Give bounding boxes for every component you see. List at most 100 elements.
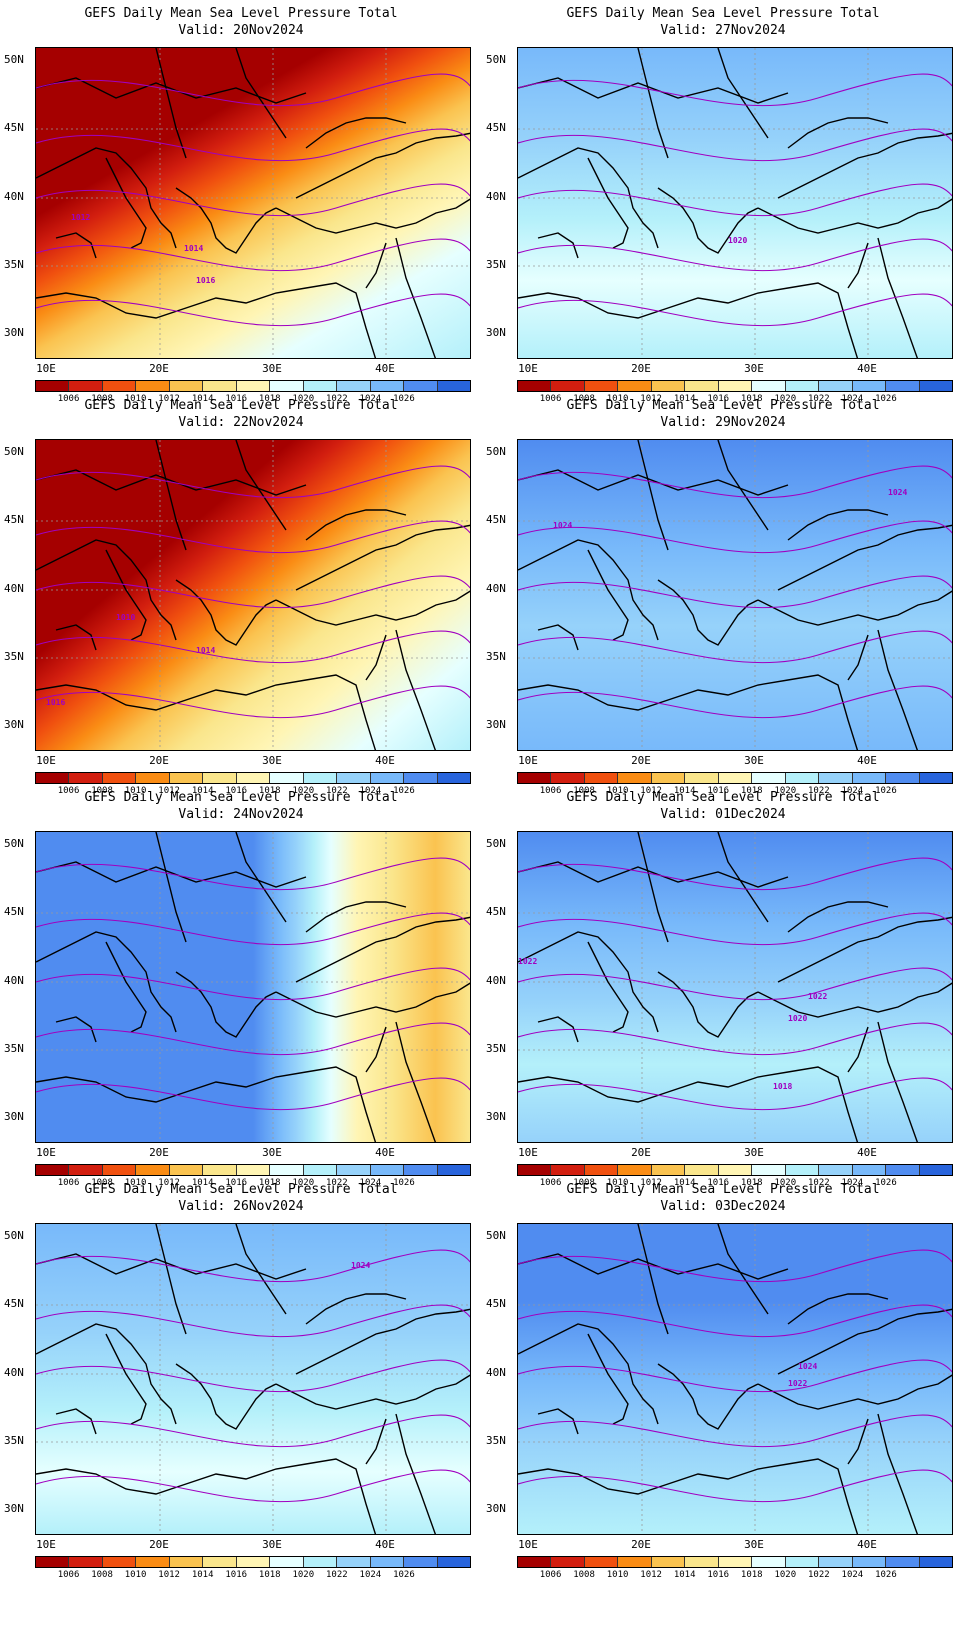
isobar-label: 1018: [773, 1082, 793, 1091]
coastline: [777, 132, 952, 199]
coastline: [637, 440, 669, 551]
colorbar-label: 1020: [774, 394, 797, 404]
colorbar-label: 1006: [57, 1570, 80, 1580]
colorbar-label: 1010: [124, 394, 147, 404]
coastline: [537, 624, 579, 651]
colorbar-swatch: [169, 1557, 204, 1567]
colorbar-swatch: [618, 1557, 652, 1567]
colorbar-swatch: [270, 381, 304, 391]
colorbar-swatch: [69, 1557, 103, 1567]
coastline: [365, 1026, 387, 1073]
colorbar-swatch: [584, 1557, 619, 1567]
panel-valid-date: Valid: 20Nov2024: [178, 23, 304, 38]
latitude-label: 35N: [486, 1434, 506, 1447]
map-overlay: [36, 48, 470, 358]
colorbar-label: 1014: [673, 394, 696, 404]
isobar-contour: [36, 1077, 470, 1111]
coastline: [757, 982, 952, 1018]
coastline: [657, 579, 759, 646]
isobar-contour: [518, 238, 952, 272]
latitude-label: 50N: [486, 445, 506, 458]
colorbar-label: 1008: [573, 1570, 595, 1580]
isobar-label: 1014: [196, 646, 216, 655]
isobar-contour: [518, 1304, 952, 1338]
longitude-label: 30E: [262, 362, 282, 375]
latitude-label: 40N: [486, 190, 506, 203]
coastline: [295, 1308, 470, 1375]
coastline: [717, 440, 769, 531]
latitude-label: 30N: [486, 718, 506, 731]
colorbar-swatch: [136, 773, 170, 783]
colorbar-swatch: [819, 1165, 853, 1175]
coastline: [518, 931, 659, 1033]
isobar-contour: [518, 857, 952, 891]
colorbar-swatch: [169, 773, 204, 783]
coastline: [777, 1308, 952, 1375]
colorbar-label: 1006: [539, 1570, 562, 1580]
colorbar-label: 1014: [191, 786, 214, 796]
colorbar-label: 1020: [292, 394, 315, 404]
colorbar-label: 1022: [808, 1570, 830, 1580]
panel-title: GEFS Daily Mean Sea Level Pressure Total…: [482, 1181, 964, 1215]
colorbar-label: 1012: [158, 1570, 180, 1580]
coastline: [657, 1363, 759, 1430]
latitude-label: 50N: [4, 445, 24, 458]
colorbar-swatch: [270, 1557, 304, 1567]
coastline: [305, 117, 407, 149]
longitude-label: 20E: [631, 1146, 651, 1159]
pressure-map: 1020: [517, 47, 953, 359]
colorbar-label: 1010: [124, 1178, 147, 1188]
colorbar-swatch: [370, 773, 405, 783]
isobar-label: 1024: [351, 1261, 371, 1270]
colorbar-swatch: [584, 1165, 619, 1175]
colorbar-label: 1018: [258, 1178, 281, 1188]
coastline: [155, 48, 187, 159]
longitude-label: 30E: [744, 1146, 764, 1159]
coastline: [587, 157, 629, 249]
colorbar-swatch: [370, 381, 405, 391]
coastline: [36, 147, 177, 249]
latitude-label: 35N: [4, 1434, 24, 1447]
pressure-map: 1024 1022: [517, 1223, 953, 1535]
coastline: [787, 901, 889, 933]
latitude-label: 30N: [4, 326, 24, 339]
colorbar-swatch: [518, 1165, 552, 1175]
longitude-label: 10E: [518, 362, 538, 375]
colorbar: [517, 1556, 953, 1568]
coastline: [365, 1418, 387, 1465]
coastline: [537, 1408, 579, 1435]
colorbar-label: 1016: [707, 394, 730, 404]
colorbar-label: 1024: [841, 1178, 864, 1188]
isobar-label: 1016: [196, 276, 216, 285]
isobar-contour: [36, 1359, 470, 1393]
colorbar-label: 1012: [640, 394, 662, 404]
coastline: [155, 440, 187, 551]
isobar-contour: [36, 685, 470, 719]
colorbar: [517, 1164, 953, 1176]
colorbar-swatch: [437, 1557, 471, 1567]
colorbar-swatch: [203, 1165, 237, 1175]
coastline: [235, 1224, 287, 1315]
colorbar-swatch: [718, 1165, 753, 1175]
isobar-contour: [36, 1469, 470, 1503]
latitude-label: 40N: [4, 1366, 24, 1379]
colorbar-swatch: [685, 381, 719, 391]
coastline: [275, 590, 470, 626]
colorbar-label: 1010: [606, 394, 629, 404]
latitude-label: 50N: [4, 1229, 24, 1242]
isobar-label: 1022: [808, 992, 828, 1001]
coastline: [55, 1408, 97, 1435]
longitude-label: 20E: [631, 362, 651, 375]
panel-title-line: GEFS Daily Mean Sea Level Pressure Total: [566, 6, 880, 21]
latitude-label: 40N: [4, 582, 24, 595]
isobar-contour: [36, 857, 470, 891]
isobar-contour: [518, 128, 952, 162]
longitude-label: 20E: [631, 1538, 651, 1551]
latitude-label: 35N: [486, 650, 506, 663]
colorbar-label: 1008: [573, 1178, 595, 1188]
longitude-label: 30E: [744, 754, 764, 767]
map-overlay: [36, 832, 470, 1142]
colorbar-label: 1026: [875, 786, 897, 796]
coastline: [235, 440, 287, 531]
colorbar-label: 1024: [841, 394, 864, 404]
